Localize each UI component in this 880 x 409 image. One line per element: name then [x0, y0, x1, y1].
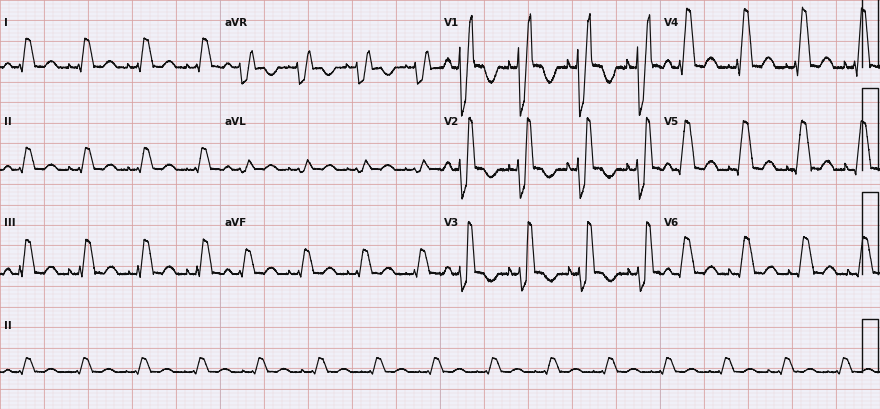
Text: V5: V5 [664, 117, 679, 126]
Text: aVR: aVR [224, 18, 247, 28]
Text: III: III [4, 218, 16, 227]
Text: V3: V3 [444, 218, 459, 227]
Text: aVL: aVL [224, 117, 246, 126]
Text: I: I [4, 18, 8, 28]
Text: V2: V2 [444, 117, 459, 126]
Text: II: II [4, 117, 12, 126]
Text: V4: V4 [664, 18, 679, 28]
Text: V1: V1 [444, 18, 459, 28]
Text: II: II [4, 321, 12, 331]
Text: aVF: aVF [224, 218, 246, 227]
Text: V6: V6 [664, 218, 679, 227]
